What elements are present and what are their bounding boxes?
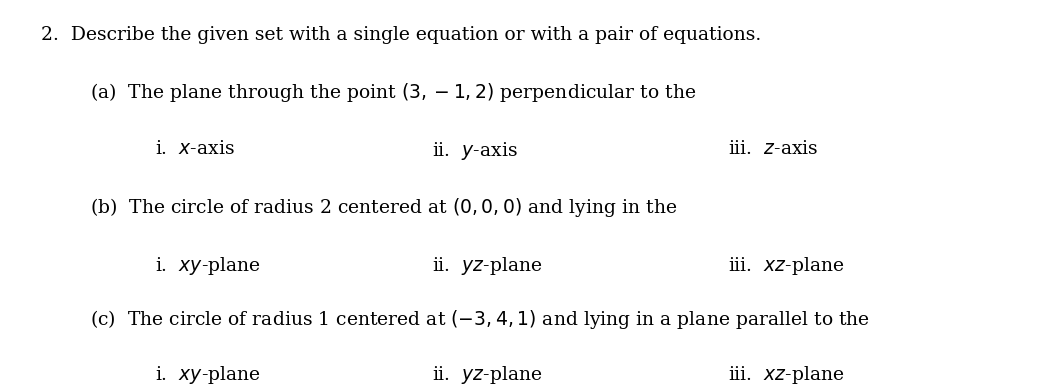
Text: (a)  The plane through the point $(3, -1, 2)$ perpendicular to the: (a) The plane through the point $(3, -1,… [90, 81, 696, 104]
Text: (c)  The circle of radius 1 centered at $(-3, 4, 1)$ and lying in a plane parall: (c) The circle of radius 1 centered at $… [90, 308, 871, 331]
Text: ii.  $yz$-plane: ii. $yz$-plane [431, 364, 542, 385]
Text: i.  $x$-axis: i. $x$-axis [155, 140, 235, 158]
Text: ii.  $yz$-plane: ii. $yz$-plane [431, 254, 542, 276]
Text: 2.  Describe the given set with a single equation or with a pair of equations.: 2. Describe the given set with a single … [41, 26, 762, 44]
Text: (b)  The circle of radius 2 centered at $(0, 0, 0)$ and lying in the: (b) The circle of radius 2 centered at $… [90, 196, 677, 219]
Text: iii.  $xz$-plane: iii. $xz$-plane [728, 254, 845, 276]
Text: iii.  $z$-axis: iii. $z$-axis [728, 140, 819, 158]
Text: ii.  $y$-axis: ii. $y$-axis [431, 140, 517, 162]
Text: iii.  $xz$-plane: iii. $xz$-plane [728, 364, 845, 385]
Text: i.  $xy$-plane: i. $xy$-plane [155, 364, 261, 385]
Text: i.  $xy$-plane: i. $xy$-plane [155, 254, 261, 276]
